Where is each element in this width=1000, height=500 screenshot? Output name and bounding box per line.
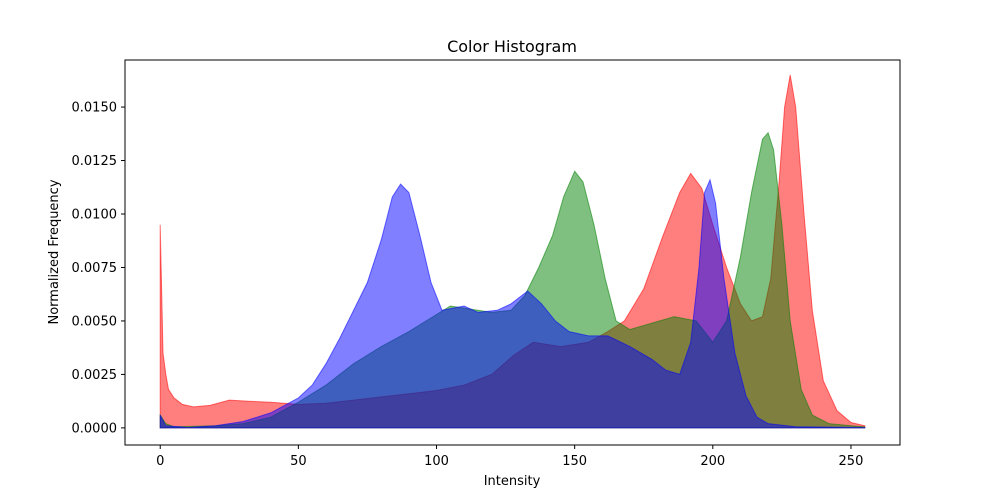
- y-axis: 0.0000 0.0025 0.0050 0.0075 0.0100 0.0125 0.01…: [72, 101, 125, 436]
- x-tick-label: 100: [424, 454, 449, 469]
- x-tick-label: 50: [290, 454, 307, 469]
- y-tick-label: 0.0000: [72, 421, 118, 436]
- plot-area: [124, 59, 901, 446]
- x-axis-label: Intensity: [484, 474, 541, 489]
- x-tick-label: 200: [700, 454, 725, 469]
- x-tick-label: 0: [156, 454, 164, 469]
- chart-title: Color Histogram: [447, 37, 577, 56]
- y-tick-label: 0.0100: [72, 208, 118, 223]
- plot-frame: [124, 59, 901, 446]
- x-tick-label: 150: [562, 454, 587, 469]
- y-tick-label: 0.0150: [72, 101, 118, 116]
- y-tick-label: 0.0075: [72, 261, 118, 276]
- y-tick-label: 0.0025: [72, 368, 118, 383]
- histogram-area-2: [159, 178, 866, 429]
- x-tick-label: 250: [839, 454, 864, 469]
- x-axis: 0 50 100 150 200 250: [156, 445, 863, 469]
- y-axis-label: Normalized Frequency: [47, 179, 62, 324]
- series-layer: [159, 74, 866, 429]
- y-tick-label: 0.0125: [72, 154, 118, 169]
- y-tick-label: 0.0050: [72, 314, 118, 329]
